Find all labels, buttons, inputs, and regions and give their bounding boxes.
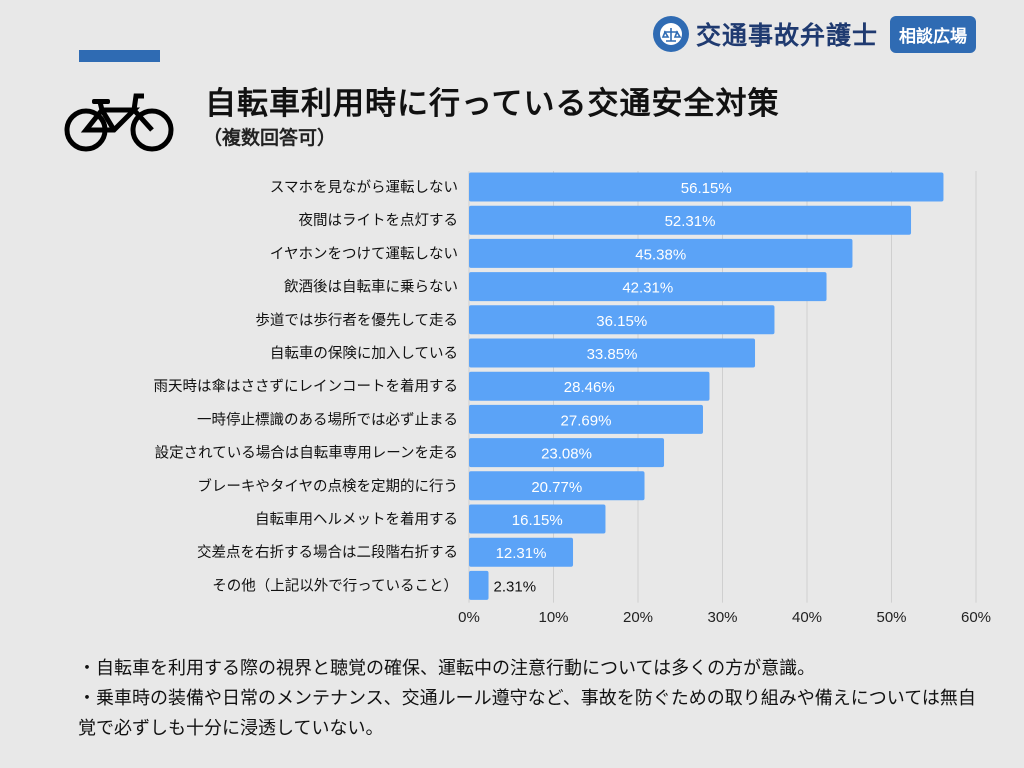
bicycle-icon: [64, 93, 174, 152]
data-label: 28.46%: [564, 379, 615, 396]
data-label: 16.15%: [512, 512, 563, 529]
logo-badge: 相談広場: [890, 15, 977, 53]
data-label: 52.31%: [665, 213, 716, 230]
bar: [469, 404, 703, 434]
x-tick-label: 40%: [792, 609, 822, 626]
note-1: ・自転車を利用する際の視界と聴覚の確保、運転中の注意行動については多くの方が意識…: [78, 658, 816, 679]
category-label: 歩道では歩行者を優先して走る: [255, 312, 458, 329]
logo-name: 交通事故弁護士: [696, 21, 879, 50]
accent-bar: [79, 50, 160, 62]
data-label: 27.69%: [561, 412, 612, 429]
category-label: イヤホンをつけて運転しない: [270, 245, 458, 262]
bar: [469, 371, 710, 401]
category-label: 自転車用ヘルメットを着用する: [255, 511, 458, 528]
data-label: 23.08%: [541, 446, 592, 463]
bar: [469, 172, 944, 202]
x-tick-label: 50%: [876, 609, 906, 626]
bar: [469, 537, 574, 567]
category-label: 交差点を右折する場合は二段階右折する: [197, 543, 458, 561]
x-tick-label: 60%: [961, 609, 991, 626]
x-tick-label: 30%: [707, 609, 737, 626]
category-label: 雨天時は傘はささずにレインコートを着用する: [154, 378, 459, 395]
page-title: 自転車利用時に行っている交通安全対策: [205, 86, 780, 122]
category-label: 一時停止標識のある場所では必ず止まる: [197, 411, 458, 428]
bar: [469, 205, 912, 235]
category-label: 飲酒後は自転車に乗らない: [284, 279, 458, 296]
note-2: ・乗車時の装備や日常のメンテナンス、交通ルール遵守など、事故を防ぐための取り組み…: [78, 688, 976, 739]
data-label: 56.15%: [681, 180, 732, 197]
data-label: 12.31%: [496, 545, 547, 562]
data-label: 42.31%: [622, 280, 673, 297]
x-tick-label: 20%: [623, 609, 653, 626]
x-tick-label: 0%: [458, 609, 480, 626]
bar: [469, 338, 756, 368]
bar: [469, 305, 775, 335]
bar: [469, 238, 853, 268]
category-label: スマホを見ながら運転しない: [270, 179, 458, 196]
data-label: 20.77%: [531, 479, 582, 496]
category-label: 設定されている場合は自転車専用レーンを走る: [155, 445, 458, 462]
scales-emblem-icon: [653, 16, 689, 52]
data-label: 45.38%: [635, 246, 686, 263]
bar-chart: 0% 10% 20% 30% 40% 50% 60% スマホを見ながら運転しない 56.15% 夜…: [154, 171, 991, 626]
bar: [469, 438, 665, 468]
brand-logo: 交通事故弁護士 相談広場: [652, 15, 977, 53]
category-label: 自転車の保険に加入している: [270, 345, 458, 362]
data-label: 2.31%: [494, 578, 537, 595]
bar: [469, 272, 827, 302]
bar: [469, 570, 489, 600]
category-label: ブレーキやタイヤの点検を定期的に行う: [197, 477, 458, 495]
x-tick-label: 10%: [538, 609, 568, 626]
notes: ・自転車を利用する際の視界と聴覚の確保、運転中の注意行動については多くの方が意識…: [78, 654, 978, 744]
data-label: 33.85%: [587, 346, 638, 363]
page-subtitle: （複数回答可）: [203, 127, 337, 149]
data-label: 36.15%: [596, 313, 647, 330]
category-label: その他（上記以外で行っていること）: [212, 577, 458, 594]
category-label: 夜間はライトを点灯する: [299, 212, 459, 229]
bar: [469, 471, 645, 501]
bar: [469, 504, 606, 534]
